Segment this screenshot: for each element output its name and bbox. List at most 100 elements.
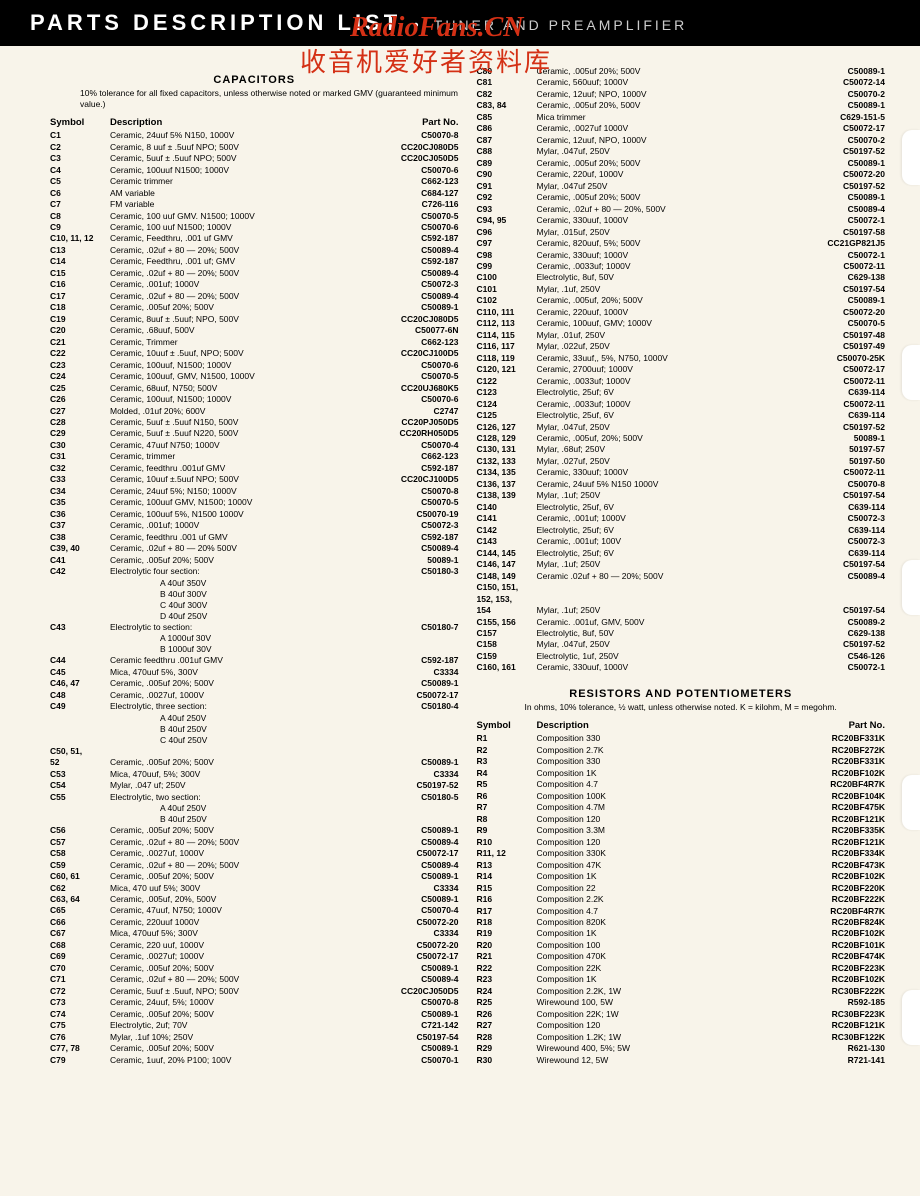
row-description: Ceramic, 1uuf, 20% P100; 100V [110, 1055, 369, 1066]
row-description: Ceramic, 47uuf, N750; 1000V [110, 905, 369, 916]
row-symbol: C57 [50, 837, 110, 848]
row-symbol: C112, 113 [477, 318, 537, 329]
row-symbol: C56 [50, 825, 110, 836]
row-part-no: RC20BF824K [795, 917, 885, 928]
row-description: Composition 1K [537, 928, 796, 939]
row-part-no: RC20BF121K [795, 814, 885, 825]
parts-row: C120, 121Ceramic, 2700uuf; 1000VC50072-1… [477, 364, 886, 375]
row-part-no: C50089-4 [369, 291, 459, 302]
row-description: Ceramic, 5uuf ± .5uuf N150, 500V [110, 417, 369, 428]
row-symbol: R8 [477, 814, 537, 825]
header-part-no: Part No. [795, 720, 885, 731]
parts-row: C82Ceramic, 12uuf; NPO, 1000VC50070-2 [477, 89, 886, 100]
parts-row: C17Ceramic, .02uf + 80 — 20%; 500VC50089… [50, 291, 459, 302]
row-description: Electrolytic, two section: [110, 792, 369, 803]
c43-sublist: A 1000uf 30VB 1000uf 30V [50, 633, 459, 655]
row-part-no: C50072-3 [369, 520, 459, 531]
row-part-no: R592-185 [795, 997, 885, 1008]
row-description: Ceramic, .02uf + 80 — 20% 500V [110, 543, 369, 554]
row-part-no: RC20BF335K [795, 825, 885, 836]
row-part-no: C50070-8 [369, 486, 459, 497]
row-description: Mylar, .68uf; 250V [537, 444, 796, 455]
row-symbol: C124 [477, 399, 537, 410]
left-column: CAPACITORS 10% tolerance for all fixed c… [50, 66, 459, 1066]
parts-row: R19Composition 1KRC20BF102K [477, 928, 886, 939]
right-column: C80Ceramic, .005uf 20%; 500VC50089-1C81C… [477, 66, 886, 1066]
row-part-no: C50197-52 [795, 146, 885, 157]
row-description: Composition 4.7M [537, 802, 796, 813]
capacitors-list-3: C44Ceramic feedthru .001uf GMVC592-187C4… [50, 655, 459, 712]
row-part-no: C50070-8 [369, 130, 459, 141]
row-part-no: C50070-25K [795, 353, 885, 364]
row-description: Ceramic, .005uf 20%; 500V [110, 871, 369, 882]
row-symbol: C42 [50, 566, 110, 577]
parts-row: R6Composition 100KRC20BF104K [477, 791, 886, 802]
resistors-title: RESISTORS AND POTENTIOMETERS [477, 688, 886, 700]
row-symbol: C88 [477, 146, 537, 157]
parts-row: C99Ceramic, .0033uf; 1000VC50072-11 [477, 261, 886, 272]
row-part-no: CC20CJ050D5 [369, 986, 459, 997]
column-headers: Symbol Description Part No. [50, 115, 459, 130]
row-part-no: C592-187 [369, 532, 459, 543]
row-description: Composition 22 [537, 883, 796, 894]
parts-row: C158Mylar, .047uf, 250VC50197-52 [477, 639, 886, 650]
parts-row: C123Electrolytic, 25uf; 6VC639-114 [477, 387, 886, 398]
row-part-no: RC20BF102K [795, 974, 885, 985]
row-symbol: C71 [50, 974, 110, 985]
row-description: Electrolytic, 25uf; 6V [537, 387, 796, 398]
row-part-no: RC20BF272K [795, 745, 885, 756]
row-part-no [795, 594, 885, 605]
row-symbol: C29 [50, 428, 110, 439]
parts-row: R4Composition 1KRC20BF102K [477, 768, 886, 779]
row-part-no: C3334 [369, 769, 459, 780]
row-symbol: C65 [50, 905, 110, 916]
row-description: Ceramic, 220 uuf, 1000V [110, 940, 369, 951]
row-symbol: C94, 95 [477, 215, 537, 226]
row-part-no: RC20BF102K [795, 768, 885, 779]
row-description: Electrolytic, 8uf, 50V [537, 272, 796, 283]
row-description: Mica, 470 uuf 5%; 300V [110, 883, 369, 894]
row-part-no: C50197-54 [795, 284, 885, 295]
row-part-no: C50089-4 [369, 543, 459, 554]
row-part-no: C592-187 [369, 233, 459, 244]
parts-row: C32Ceramic, feedthru .001uf GMVC592-187 [50, 463, 459, 474]
row-symbol: C48 [50, 690, 110, 701]
parts-row: R23Composition 1KRC20BF102K [477, 974, 886, 985]
parts-row: R28Composition 1.2K; 1WRC30BF122K [477, 1032, 886, 1043]
row-symbol: R27 [477, 1020, 537, 1031]
row-symbol: C24 [50, 371, 110, 382]
sub-row: B 40uf 250V [50, 814, 459, 825]
row-symbol: C143 [477, 536, 537, 547]
row-description: Ceramic, 33uuf,, 5%, N750, 1000V [537, 353, 796, 364]
row-symbol: C3 [50, 153, 110, 164]
row-symbol: R11, 12 [477, 848, 537, 859]
row-part-no: C629-138 [795, 272, 885, 283]
row-part-no: C50089-1 [369, 871, 459, 882]
row-description: Ceramic, 100uuf N1500; 1000V [110, 165, 369, 176]
row-part-no: C639-114 [795, 387, 885, 398]
parts-row: C101Mylar, .1uf, 250VC50197-54 [477, 284, 886, 295]
parts-row: C50, 51, [50, 746, 459, 757]
row-part-no: RC20BF222K [795, 894, 885, 905]
parts-row: C48Ceramic, .0027uf, 1000VC50072-17 [50, 690, 459, 701]
row-symbol: C114, 115 [477, 330, 537, 341]
row-description: Ceramic, .005uf 20%; 500V [110, 678, 369, 689]
parts-row: C97Ceramic, 820uuf, 5%; 500VCC21GP821J5 [477, 238, 886, 249]
parts-row: C14Ceramic, Feedthru, .001 uf; GMVC592-1… [50, 256, 459, 267]
row-symbol: 52 [50, 757, 110, 768]
row-description: Composition 1K [537, 768, 796, 779]
row-description: Composition 4.7 [537, 906, 796, 917]
parts-row: C29Ceramic, 5uuf ± .5uuf N220, 500VCC20R… [50, 428, 459, 439]
row-symbol: C79 [50, 1055, 110, 1066]
header-symbol: Symbol [477, 720, 537, 731]
row-part-no: RC20BF121K [795, 837, 885, 848]
row-description: Electrolytic, 25uf, 6V [537, 502, 796, 513]
row-description: Ceramic, 47uuf N750; 1000V [110, 440, 369, 451]
row-symbol: C30 [50, 440, 110, 451]
parts-row: R30Wirewound 12, 5WR721-141 [477, 1055, 886, 1066]
row-part-no: C50070-8 [369, 997, 459, 1008]
parts-row: C5Ceramic trimmerC662-123 [50, 176, 459, 187]
row-description: Ceramic, 100 uuf GMV. N1500; 1000V [110, 211, 369, 222]
row-part-no: C629-151-5 [795, 112, 885, 123]
row-symbol: C37 [50, 520, 110, 531]
